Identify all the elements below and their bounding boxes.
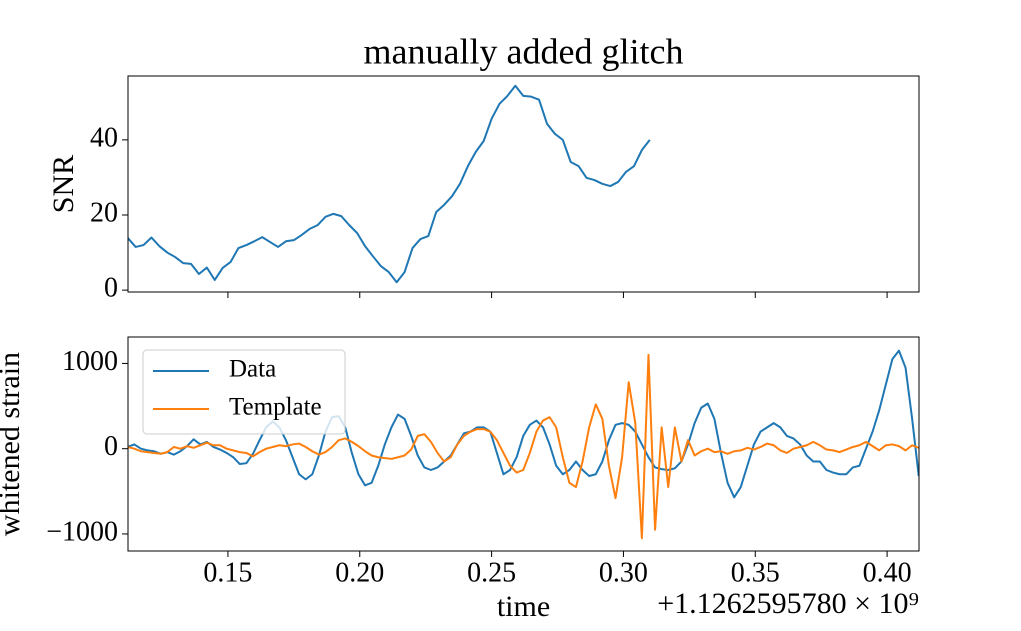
y-tick-label: −1000 — [46, 516, 118, 547]
legend-label: Template — [229, 394, 322, 421]
legend-label: Data — [229, 356, 276, 383]
plot-frame — [127, 75, 920, 293]
offset-label: +1.1262595780 × 10⁹ — [657, 587, 919, 620]
plot-area — [128, 84, 651, 284]
x-tick-label: 0.40 — [863, 557, 912, 588]
x-tick-label: 0.35 — [731, 557, 780, 588]
x-tick-label: 0.25 — [467, 557, 516, 588]
y-tick-label: 40 — [90, 122, 118, 153]
x-tick-label: 0.15 — [203, 557, 252, 588]
y-tick-label: 20 — [90, 197, 118, 228]
y-axis-label: whitened strain — [0, 352, 26, 536]
x-tick-label: 0.20 — [335, 557, 384, 588]
chart-title: manually added glitch — [364, 31, 684, 71]
y-tick-label: 0 — [104, 431, 118, 462]
y-tick-label: 0 — [104, 273, 118, 304]
line — [128, 84, 651, 284]
x-tick-label: 0.30 — [599, 557, 648, 588]
y-axis-label: SNR — [47, 155, 80, 213]
x-axis-label: time — [497, 590, 550, 623]
line — [128, 353, 919, 540]
plot-frame — [127, 336, 920, 552]
line — [128, 349, 919, 499]
plot-area — [128, 349, 919, 540]
y-tick-label: 1000 — [62, 346, 118, 377]
